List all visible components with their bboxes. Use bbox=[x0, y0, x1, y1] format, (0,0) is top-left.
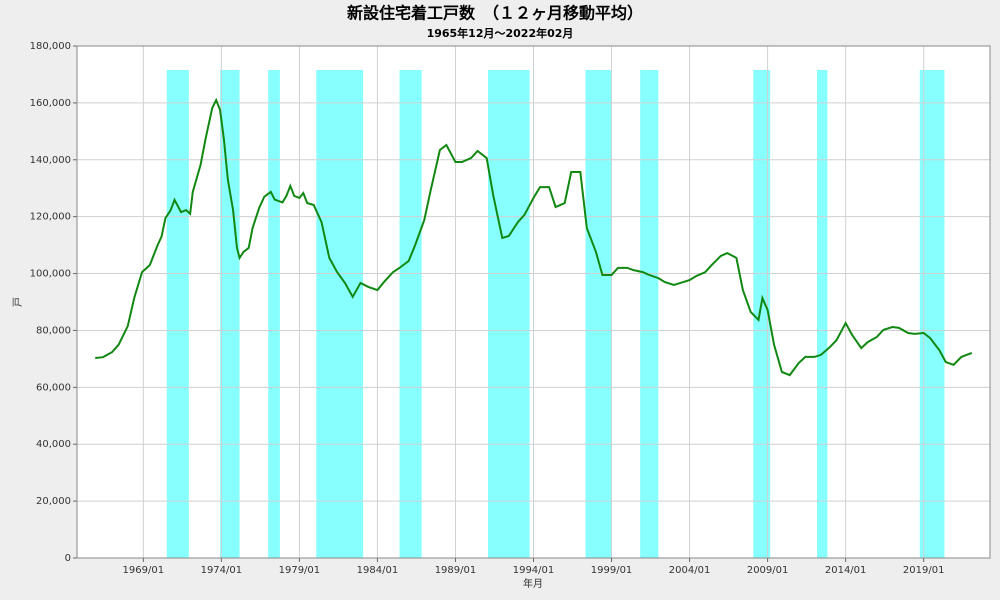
recession-band bbox=[220, 70, 240, 558]
y-axis-label: 戸 bbox=[12, 297, 24, 307]
y-tick-label: 0 bbox=[65, 553, 71, 564]
y-tick-label: 80,000 bbox=[36, 325, 71, 336]
y-tick-label: 180,000 bbox=[30, 41, 71, 52]
x-tick-label: 2004/01 bbox=[669, 565, 711, 576]
y-tick-label: 20,000 bbox=[36, 496, 71, 507]
recession-band bbox=[268, 70, 280, 558]
x-tick-label: 2009/01 bbox=[747, 565, 789, 576]
x-tick-label: 2019/01 bbox=[903, 565, 945, 576]
x-tick-label: 1969/01 bbox=[123, 565, 165, 576]
x-tick-label: 2014/01 bbox=[825, 565, 867, 576]
x-tick-label: 1984/01 bbox=[357, 565, 399, 576]
recession-band bbox=[316, 70, 364, 558]
y-tick-label: 40,000 bbox=[36, 439, 71, 450]
x-tick-label: 1999/01 bbox=[591, 565, 633, 576]
x-tick-label: 1994/01 bbox=[513, 565, 555, 576]
recession-band bbox=[399, 70, 422, 558]
y-tick-label: 60,000 bbox=[36, 382, 71, 393]
data-line bbox=[95, 97, 973, 377]
x-tick-label: 1979/01 bbox=[279, 565, 321, 576]
y-tick-label: 140,000 bbox=[30, 155, 71, 166]
x-axis-label: 年月 bbox=[523, 577, 543, 590]
recession-band bbox=[817, 70, 828, 558]
chart-subtitle: 1965年12月～2022年02月 bbox=[427, 26, 574, 40]
x-tick-label: 1989/01 bbox=[435, 565, 477, 576]
recession-band bbox=[640, 70, 659, 558]
recession-band bbox=[753, 70, 771, 558]
y-tick-label: 120,000 bbox=[30, 212, 71, 223]
plot-border bbox=[76, 45, 991, 559]
recession-band bbox=[585, 70, 612, 558]
chart-title: 新設住宅着工戸数 （１２ヶ月移動平均） bbox=[347, 4, 643, 23]
y-tick-label: 160,000 bbox=[30, 98, 71, 109]
y-tick-label: 100,000 bbox=[30, 269, 71, 280]
x-tick-label: 1974/01 bbox=[201, 565, 243, 576]
recession-band bbox=[166, 70, 189, 558]
recession-band bbox=[487, 70, 530, 558]
